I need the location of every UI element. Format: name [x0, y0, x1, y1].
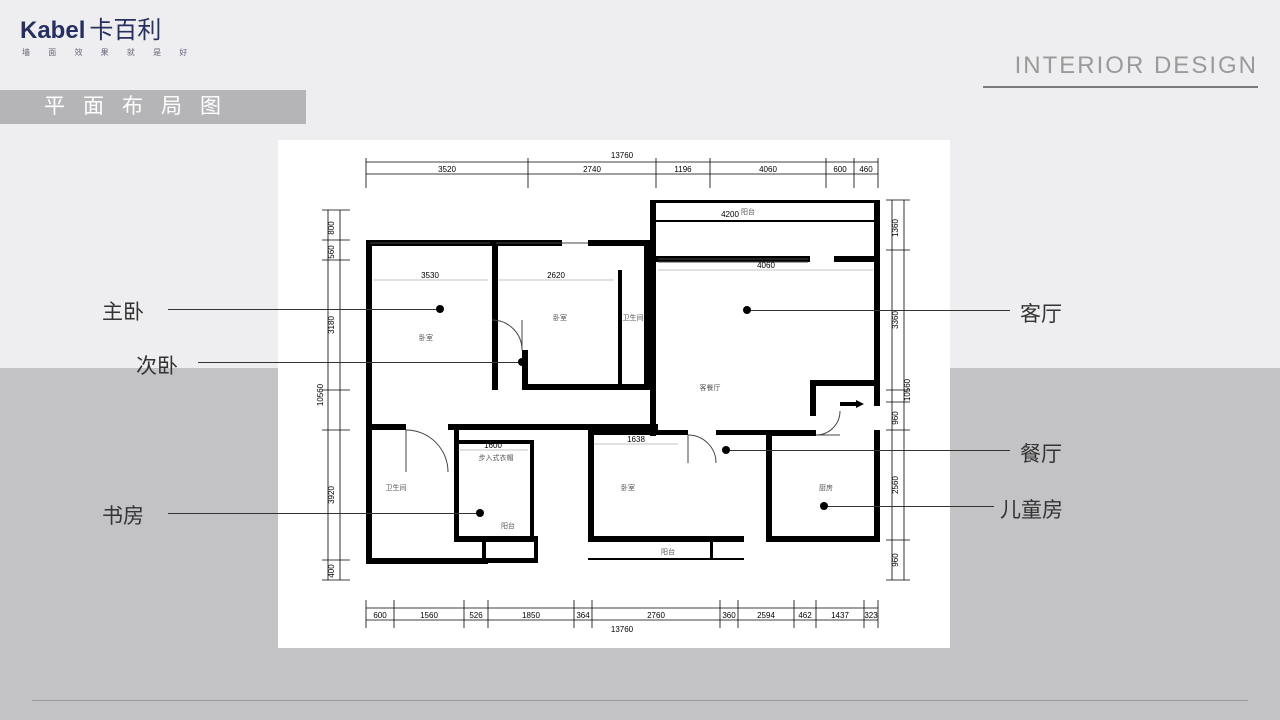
callout-label: 儿童房: [1000, 494, 1063, 524]
dim-left-5: 400: [327, 564, 336, 578]
dim-overall-w-bot: 13760: [611, 625, 634, 634]
room-balcony2: 阳台: [661, 547, 675, 556]
dim-i-1: 3530: [421, 271, 439, 280]
callout-dot: [476, 509, 484, 517]
header-right: INTERIOR DESIGN: [983, 52, 1258, 88]
logo-en: Kabel: [20, 17, 85, 44]
dim-top-1: 2740: [583, 165, 601, 174]
dim-bot-10: 323: [864, 611, 878, 620]
room-master: 卧室: [419, 333, 433, 342]
dim-bot-8: 462: [798, 611, 812, 620]
room-wc2: 卫生间: [386, 483, 407, 492]
dim-top-5: 460: [859, 165, 873, 174]
dim-top-0: 3520: [438, 165, 456, 174]
room-study: 阳台: [501, 521, 515, 530]
dim-bot-7: 2594: [757, 611, 775, 620]
dim-overall-w: 13760: [611, 151, 634, 160]
callout-line: [168, 309, 440, 310]
callout-label: 主卧: [102, 296, 144, 326]
callout-dot: [743, 306, 751, 314]
dim-i-3: 1600: [484, 441, 502, 450]
callout-dot: [722, 446, 730, 454]
dim-bot-6: 360: [722, 611, 736, 620]
floor-plan: 13760 3520 2740 1196 4060 600 460 600 15…: [278, 140, 950, 648]
dim-i-10: 4060: [757, 261, 775, 270]
dim-right-4: 2560: [891, 476, 900, 494]
dim-bot-9: 1437: [831, 611, 849, 620]
dim-left-1: 560: [327, 245, 336, 259]
dim-bot-4: 364: [576, 611, 590, 620]
section-title: 平面布局图: [0, 90, 306, 124]
dim-right-1: 3360: [891, 311, 900, 329]
callout-dot: [518, 358, 526, 366]
dim-right-3: 960: [891, 411, 900, 425]
dim-left-0: 800: [327, 221, 336, 235]
dim-bot-3: 1850: [522, 611, 540, 620]
logo-tagline: 墙 面 效 果 就 是 好: [22, 47, 195, 58]
room-balcony: 阳台: [741, 207, 755, 216]
header-underline: [983, 86, 1258, 88]
dim-bot-1: 1560: [420, 611, 438, 620]
dim-i-2: 2620: [547, 271, 565, 280]
footer-divider: [32, 700, 1248, 701]
dim-left-2: 3180: [327, 316, 336, 334]
logo-cn: 卡百利: [89, 17, 161, 44]
callout-dot: [436, 305, 444, 313]
callout-label: 书房: [102, 500, 144, 530]
room-wc1: 卫生间: [623, 313, 644, 322]
dim-left-3: 10560: [316, 383, 325, 406]
dim-top-2: 1196: [674, 165, 692, 174]
callout-label: 餐厅: [1020, 438, 1062, 468]
dim-right-5: 960: [891, 553, 900, 567]
callout-line: [824, 506, 994, 507]
room-second: 卧室: [553, 313, 567, 322]
room-kitchen: 厨房: [819, 483, 833, 492]
dim-bot-2: 526: [469, 611, 483, 620]
callout-label: 客厅: [1020, 298, 1062, 328]
callout-label: 次卧: [136, 350, 178, 380]
room-kids: 卧室: [621, 483, 635, 492]
dim-bot-5: 2760: [647, 611, 665, 620]
callout-dot: [820, 502, 828, 510]
callout-line: [198, 362, 522, 363]
dim-bot-0: 600: [373, 611, 387, 620]
callout-line: [747, 310, 1010, 311]
dim-right-2: 10560: [903, 378, 912, 401]
dim-right-0: 1360: [891, 219, 900, 237]
room-living: 客餐厅: [700, 383, 721, 392]
dim-i-13: 4200: [721, 210, 739, 219]
brand-logo: Kabel卡百利 墙 面 效 果 就 是 好: [20, 10, 195, 58]
dim-left-4: 3920: [327, 486, 336, 504]
dim-i-9: 1638: [627, 435, 645, 444]
callout-line: [168, 513, 480, 514]
callout-line: [726, 450, 1010, 451]
dim-top-3: 4060: [759, 165, 777, 174]
room-walkin: 步入式衣帽: [479, 453, 514, 462]
header-title: INTERIOR DESIGN: [983, 52, 1258, 80]
dim-top-4: 600: [833, 165, 847, 174]
